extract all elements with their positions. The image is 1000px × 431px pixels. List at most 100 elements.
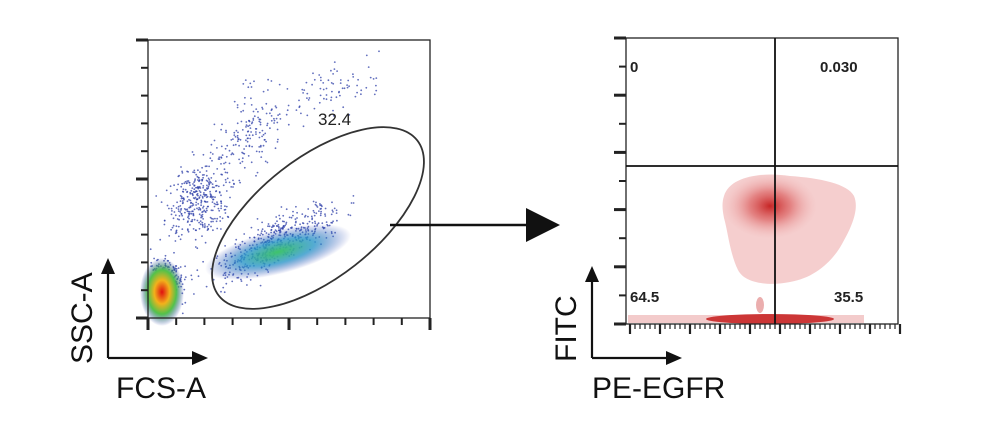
left-y-axis-label: SSC-A [66,272,99,364]
scatter-point [292,214,294,217]
scatter-point [333,207,336,210]
scatter-point [184,188,187,191]
scatter-point [236,106,239,109]
scatter-point [341,87,344,90]
scatter-point [206,205,209,208]
scatter-point [203,195,206,197]
scatter-point [189,224,191,226]
scatter-point [275,117,278,120]
scatter-point [237,138,240,141]
scatter-point [198,206,201,209]
scatter-point [310,215,313,218]
scatter-point [177,225,180,228]
scatter-point [320,204,323,207]
scatter-point [178,215,181,217]
scatter-point [339,94,341,97]
scatter-point [216,147,218,149]
scatter-point [312,72,314,75]
scatter-point [369,76,372,79]
scatter-point [214,180,217,183]
scatter-point [191,220,194,223]
scatter-point [224,245,227,247]
scatter-point [320,212,322,215]
scatter-point [196,207,198,210]
scatter-point [262,133,265,136]
scatter-point [255,174,257,177]
scatter-point [230,139,233,141]
scatter-point [187,212,190,215]
scatter-point [179,266,182,268]
scatter-point [204,241,207,244]
scatter-point [206,201,209,203]
scatter-point [224,161,227,164]
scatter-point [352,73,354,76]
scatter-point [247,130,250,133]
scatter-point [196,269,199,272]
scatter-point [169,192,172,195]
scatter-point [197,203,200,205]
scatter-point [223,168,226,171]
scatter-point [221,123,223,126]
scatter-point [268,225,271,228]
scatter-point [322,88,325,91]
scatter-point [267,89,269,91]
scatter-point [270,115,273,117]
scatter-point [203,223,206,225]
scatter-point [206,225,209,228]
scatter-point [241,157,244,160]
scatter-point [209,196,212,199]
scatter-point [209,151,212,154]
right-x-ticks [628,324,902,334]
scatter-point [267,225,269,228]
scatter-point [306,97,308,99]
scatter-point [236,140,239,143]
scatter-point [246,284,248,286]
scatter-point [172,224,175,227]
scatter-point [210,217,213,220]
scatter-point [184,301,187,304]
scatter-point [311,83,313,86]
scatter-point [330,221,333,224]
scatter-point [191,204,194,207]
scatter-point [199,220,202,223]
scatter-point [205,170,208,172]
scatter-point [323,97,325,100]
scatter-point [372,78,375,80]
scatter-point [194,179,196,182]
scatter-point [313,214,316,217]
scatter-point [260,230,263,233]
scatter-point [178,218,181,221]
right-axis-arrows: FITC PE-EGFR [550,266,725,405]
scatter-point [198,227,201,230]
scatter-point [224,171,227,174]
scatter-point [176,218,179,220]
scatter-point [194,196,197,199]
scatter-point [218,191,221,193]
scatter-point [188,198,190,201]
scatter-point [216,201,218,204]
left-axis-arrows: SSC-A FCS-A [66,258,208,405]
scatter-point [265,112,268,115]
scatter-point [274,105,277,107]
scatter-point [224,178,227,181]
scatter-point [225,282,228,285]
scatter-point [220,145,223,148]
scatter-point [354,95,357,98]
scatter-point [200,201,203,204]
scatter-point [266,122,269,125]
scatter-point [201,179,204,182]
scatter-point [211,186,214,189]
scatter-point [183,182,186,185]
scatter-point [330,82,333,84]
left-x-axis-label: FCS-A [116,372,206,405]
scatter-point [285,208,288,211]
scatter-point [192,191,195,193]
scatter-point [348,85,350,88]
scatter-point [234,135,237,138]
scatter-point [232,186,234,188]
scatter-point [197,169,199,172]
scatter-point [177,183,180,186]
scatter-point [202,193,205,196]
right-arrow-icon [192,351,208,365]
scatter-point [255,131,257,133]
